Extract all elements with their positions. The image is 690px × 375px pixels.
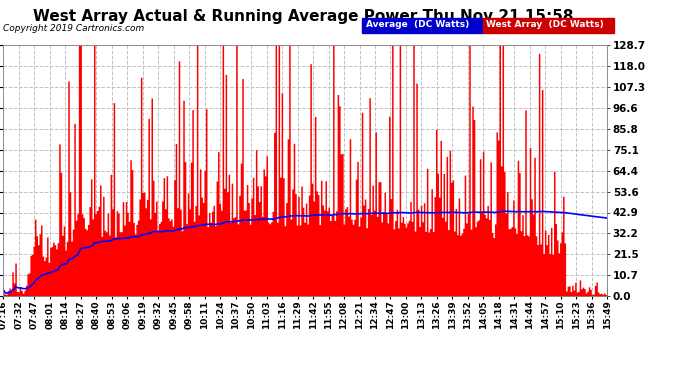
Text: West Array Actual & Running Average Power Thu Nov 21 15:58: West Array Actual & Running Average Powe… (33, 9, 574, 24)
Text: West Array  (DC Watts): West Array (DC Watts) (486, 20, 604, 29)
Text: Average  (DC Watts): Average (DC Watts) (366, 20, 469, 29)
Text: Copyright 2019 Cartronics.com: Copyright 2019 Cartronics.com (3, 24, 145, 33)
